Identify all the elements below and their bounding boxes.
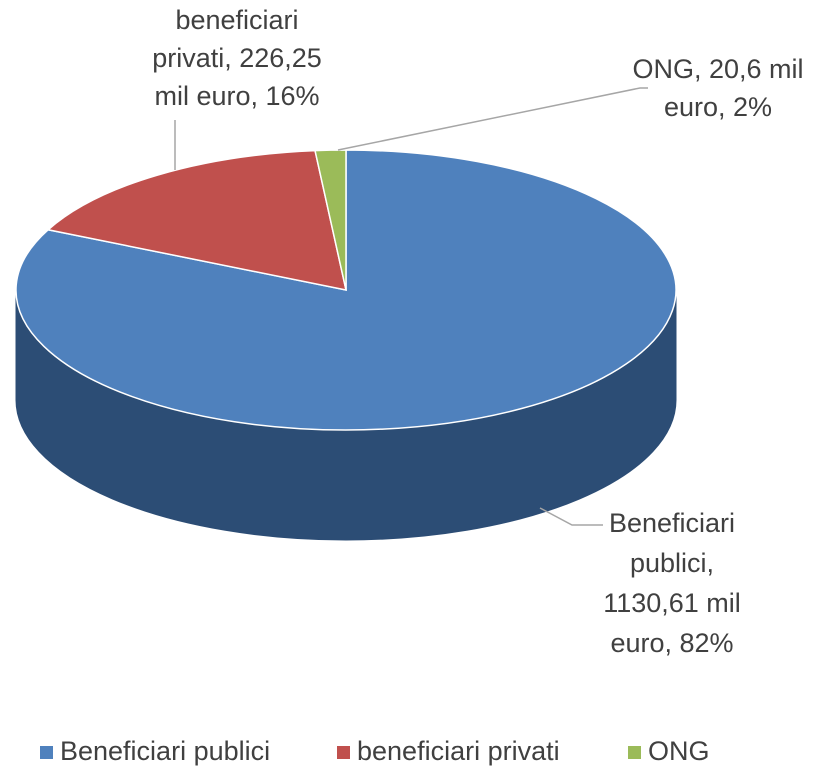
legend-label: beneficiari privati — [357, 736, 560, 766]
data-label: euro, 82% — [610, 628, 733, 658]
data-label: beneficiari — [175, 5, 298, 35]
data-label: euro, 2% — [664, 92, 772, 122]
legend-swatch — [40, 746, 53, 759]
data-label: 1130,61 mil — [603, 588, 741, 618]
slice — [46, 149, 347, 291]
legend-label: ONG — [648, 736, 710, 766]
legend-label: Beneficiari publici — [60, 736, 270, 766]
legend-swatch — [337, 746, 350, 759]
data-label: ONG, 20,6 mil — [632, 54, 803, 84]
data-label: Beneficiari — [609, 508, 735, 538]
leader-line — [337, 87, 648, 151]
data-label: privati, 226,25 — [152, 43, 322, 73]
legend-swatch — [628, 746, 641, 759]
data-label: mil euro, 16% — [154, 81, 319, 111]
data-label: publici, — [630, 548, 714, 578]
leader-line — [539, 507, 603, 526]
slice — [314, 149, 347, 291]
